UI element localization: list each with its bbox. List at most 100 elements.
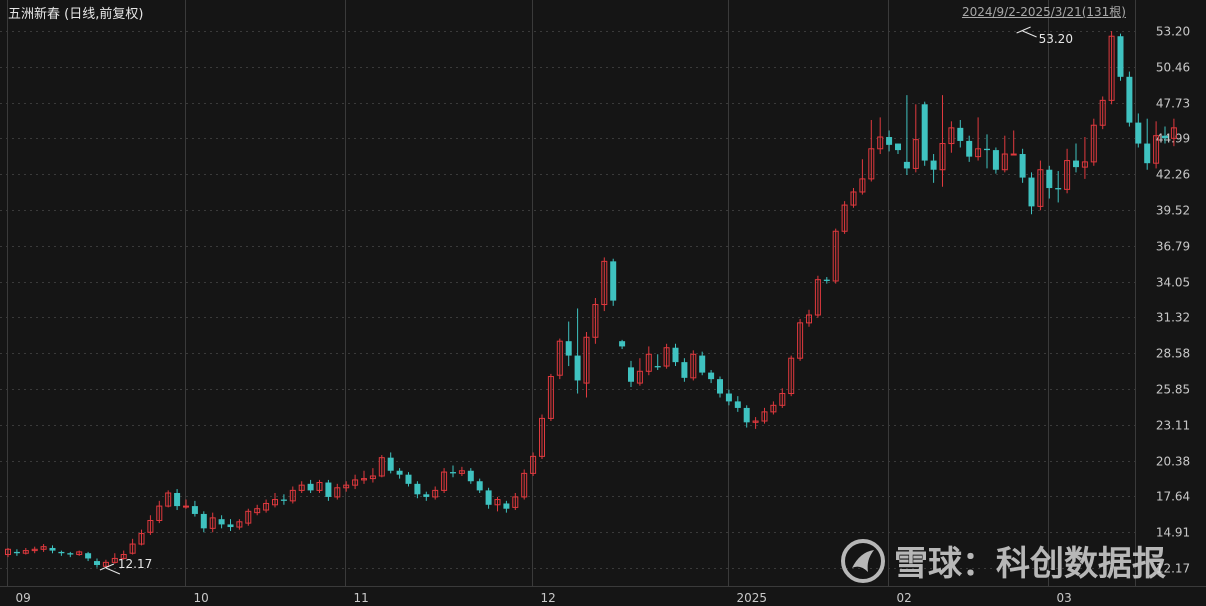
y-tick-label: 36.79 bbox=[1156, 240, 1190, 254]
candles bbox=[5, 31, 1177, 568]
candle-body bbox=[636, 370, 643, 384]
candle-body bbox=[859, 178, 866, 193]
candle-up bbox=[850, 188, 857, 208]
candle-up bbox=[770, 401, 777, 415]
candle-body bbox=[138, 533, 145, 545]
candle-body bbox=[147, 519, 154, 533]
candle-up bbox=[183, 499, 189, 509]
candle-down bbox=[307, 479, 314, 494]
candle-up bbox=[254, 504, 261, 516]
candle-body bbox=[645, 353, 652, 372]
candle-body bbox=[396, 470, 403, 475]
candle-down bbox=[743, 405, 750, 428]
candle-down bbox=[450, 465, 456, 478]
y-tick-label: 53.20 bbox=[1156, 25, 1190, 39]
candle-body bbox=[1037, 169, 1044, 207]
candle-up bbox=[779, 388, 786, 408]
candle-body bbox=[58, 551, 65, 554]
candle-up bbox=[556, 338, 563, 380]
candle-down bbox=[200, 511, 207, 533]
candle-body bbox=[361, 478, 367, 481]
candle-up bbox=[40, 544, 47, 552]
candle-down bbox=[1135, 113, 1142, 148]
y-tick-label: 12.17 bbox=[1156, 562, 1190, 576]
candle-down bbox=[823, 277, 830, 284]
snowball-logo-icon bbox=[841, 538, 885, 583]
date-range-link[interactable]: 2024/9/2-2025/3/21(131根) bbox=[961, 5, 1126, 19]
candle-body bbox=[1064, 160, 1071, 190]
candle-body bbox=[823, 279, 830, 281]
candle-body bbox=[601, 260, 608, 306]
candle-body bbox=[886, 137, 893, 145]
candle-up bbox=[788, 355, 795, 397]
candle-body bbox=[663, 347, 670, 367]
candle-down bbox=[708, 369, 715, 384]
candle-body bbox=[111, 557, 118, 563]
candle-up bbox=[583, 332, 590, 398]
candle-down bbox=[654, 354, 661, 370]
candle-down bbox=[467, 468, 474, 484]
candle-body bbox=[1153, 135, 1160, 164]
candle-down bbox=[1019, 148, 1026, 183]
candle-body bbox=[690, 353, 697, 379]
candle-body bbox=[5, 548, 11, 556]
candle-down bbox=[628, 360, 634, 387]
candle-body bbox=[49, 547, 56, 551]
candle-up bbox=[111, 553, 118, 564]
y-tick-label: 20.38 bbox=[1156, 455, 1190, 469]
x-tick-label: 12 bbox=[541, 591, 556, 605]
candle-body bbox=[975, 148, 982, 158]
candle-body bbox=[752, 420, 759, 423]
candle-up bbox=[663, 343, 670, 369]
candle-up bbox=[841, 201, 848, 234]
candle-body bbox=[1028, 177, 1035, 207]
candle-up bbox=[868, 119, 875, 182]
candle-body bbox=[1108, 35, 1115, 101]
y-tick-label: 14.91 bbox=[1156, 526, 1190, 540]
candle-body bbox=[102, 561, 109, 567]
candle-body bbox=[476, 481, 483, 491]
candle-body bbox=[725, 393, 732, 402]
candle-body bbox=[1073, 160, 1079, 168]
candle-body bbox=[565, 341, 572, 356]
candle-body bbox=[298, 484, 305, 491]
candle-down bbox=[886, 130, 893, 152]
y-tick-label: 42.26 bbox=[1156, 168, 1190, 182]
candle-up bbox=[289, 486, 296, 504]
candle-up bbox=[494, 496, 501, 512]
candle-up bbox=[5, 547, 11, 558]
candle-body bbox=[583, 336, 590, 384]
candle-down bbox=[734, 396, 741, 412]
candle-body bbox=[85, 553, 92, 559]
candle-up bbox=[1153, 121, 1160, 169]
candle-body bbox=[832, 230, 839, 282]
candle-up bbox=[147, 515, 154, 535]
y-axis-tick-labels: 53.2050.4647.7344.9942.2639.5236.7934.05… bbox=[1156, 25, 1190, 576]
candle-up bbox=[645, 346, 652, 376]
candle-down bbox=[85, 551, 92, 562]
candle-body bbox=[316, 482, 323, 491]
candle-body bbox=[494, 499, 501, 506]
candle-body bbox=[814, 279, 821, 316]
x-tick-label: 02 bbox=[897, 591, 912, 605]
y-tick-label: 23.11 bbox=[1156, 419, 1190, 433]
candle-down bbox=[1117, 33, 1124, 81]
candle-body bbox=[352, 479, 359, 486]
candle-body bbox=[343, 484, 350, 489]
candle-body bbox=[734, 401, 741, 408]
candle-body bbox=[1019, 154, 1026, 178]
candle-down bbox=[1028, 172, 1035, 215]
candle-body bbox=[467, 470, 474, 482]
candle-up bbox=[102, 559, 109, 568]
candle-up bbox=[298, 481, 305, 494]
candle-body bbox=[209, 517, 216, 529]
candle-body bbox=[67, 553, 74, 555]
candle-up bbox=[1010, 130, 1017, 156]
candle-body bbox=[183, 505, 189, 508]
candle-body bbox=[156, 505, 163, 521]
candle-up bbox=[912, 104, 919, 173]
candle-up bbox=[1064, 148, 1071, 194]
y-tick-label: 28.58 bbox=[1156, 347, 1190, 361]
candle-down bbox=[895, 143, 901, 155]
candle-up bbox=[512, 493, 519, 511]
